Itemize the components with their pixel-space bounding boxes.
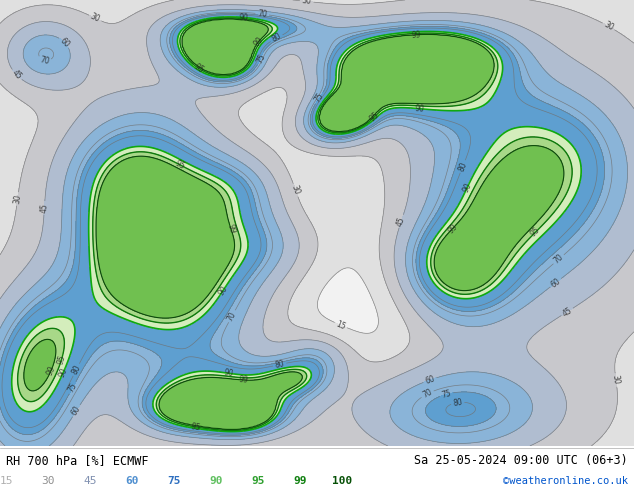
Text: 75: 75: [254, 52, 267, 64]
Text: 99: 99: [294, 476, 307, 487]
Text: 99: 99: [446, 221, 460, 235]
Text: 95: 95: [190, 422, 201, 432]
Text: 75: 75: [313, 92, 326, 104]
Text: 60: 60: [58, 36, 71, 49]
Text: 90: 90: [223, 368, 234, 378]
Text: 80: 80: [274, 359, 285, 370]
Text: 75: 75: [66, 381, 79, 394]
Text: 90: 90: [414, 104, 425, 114]
Text: 60: 60: [126, 476, 139, 487]
Text: 15: 15: [0, 476, 13, 487]
Text: 90: 90: [217, 284, 230, 297]
Text: 45: 45: [84, 476, 97, 487]
Text: 99: 99: [225, 223, 236, 235]
Text: ©weatheronline.co.uk: ©weatheronline.co.uk: [503, 476, 628, 487]
Text: 99: 99: [45, 365, 57, 377]
Text: RH 700 hPa [%] ECMWF: RH 700 hPa [%] ECMWF: [6, 454, 149, 467]
Text: 30: 30: [290, 184, 301, 196]
Text: 30: 30: [602, 20, 615, 33]
Text: 45: 45: [39, 203, 49, 213]
Text: 75: 75: [441, 389, 453, 400]
Text: 99: 99: [411, 30, 422, 40]
Text: 70: 70: [39, 55, 50, 66]
Text: 45: 45: [396, 215, 407, 227]
Text: 95: 95: [529, 225, 542, 239]
Text: 99: 99: [252, 35, 266, 48]
Text: 95: 95: [367, 111, 380, 124]
Text: 95: 95: [173, 158, 186, 171]
Text: 75: 75: [167, 476, 181, 487]
Text: 45: 45: [560, 305, 574, 318]
Text: 90: 90: [210, 476, 223, 487]
Text: 90: 90: [238, 13, 249, 22]
Text: 15: 15: [335, 319, 347, 331]
Text: 99: 99: [238, 375, 249, 385]
Text: 95: 95: [192, 62, 205, 74]
Text: 70: 70: [226, 310, 238, 323]
Text: 70: 70: [552, 253, 566, 266]
Text: 95: 95: [252, 476, 265, 487]
Text: 70: 70: [257, 9, 268, 19]
Text: 80: 80: [70, 364, 82, 376]
Text: 30: 30: [89, 12, 101, 24]
Text: Sa 25-05-2024 09:00 UTC (06+3): Sa 25-05-2024 09:00 UTC (06+3): [414, 454, 628, 467]
Text: 80: 80: [452, 397, 463, 408]
Text: 30: 30: [611, 374, 621, 385]
Text: 30: 30: [301, 0, 312, 6]
Text: 60: 60: [70, 404, 82, 417]
Text: 95: 95: [56, 354, 67, 366]
Text: 70: 70: [421, 388, 434, 400]
Text: 60: 60: [549, 276, 562, 289]
Text: 45: 45: [10, 68, 23, 81]
Text: 80: 80: [270, 32, 283, 44]
Text: 90: 90: [57, 366, 70, 378]
Text: 100: 100: [332, 476, 353, 487]
Text: 30: 30: [42, 476, 55, 487]
Text: 80: 80: [457, 160, 469, 172]
Text: 30: 30: [13, 194, 23, 204]
Text: 90: 90: [461, 181, 474, 194]
Text: 60: 60: [424, 374, 436, 386]
